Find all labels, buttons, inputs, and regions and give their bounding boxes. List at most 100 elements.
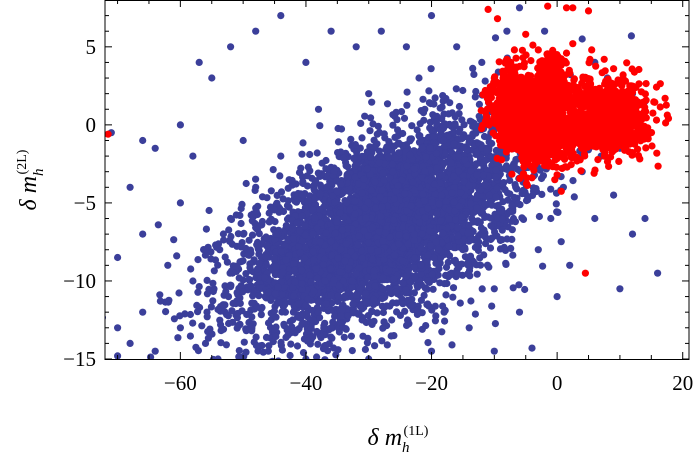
- blue-point: [509, 214, 518, 223]
- blue-point: [186, 310, 194, 319]
- blue-point: [476, 254, 484, 262]
- blue-point: [383, 143, 391, 151]
- blue-point: [487, 222, 495, 230]
- blue-point: [399, 223, 407, 231]
- blue-point: [372, 204, 380, 212]
- blue-point: [433, 164, 441, 172]
- blue-point: [257, 311, 265, 319]
- blue-point: [379, 237, 387, 245]
- blue-point: [333, 188, 341, 196]
- blue-point: [203, 313, 211, 321]
- blue-point: [458, 260, 466, 268]
- blue-point: [194, 288, 202, 296]
- blue-point: [419, 190, 427, 198]
- blue-point: [248, 313, 256, 321]
- blue-point: [379, 169, 387, 177]
- blue-point: [391, 133, 399, 141]
- blue-point: [235, 274, 243, 282]
- blue-point: [258, 193, 267, 201]
- blue-point: [424, 277, 432, 285]
- blue-point: [518, 214, 526, 222]
- blue-point: [358, 134, 366, 142]
- blue-point: [348, 283, 356, 291]
- blue-point: [415, 218, 423, 226]
- blue-point: [268, 358, 274, 359]
- blue-point: [290, 363, 297, 370]
- blue-point: [304, 163, 312, 171]
- blue-point: [278, 291, 286, 299]
- blue-point: [277, 278, 285, 286]
- blue-point: [459, 86, 467, 95]
- blue-point: [368, 307, 376, 315]
- blue-point: [318, 159, 326, 167]
- blue-point: [298, 320, 306, 329]
- blue-point: [417, 261, 425, 269]
- blue-point: [344, 312, 352, 320]
- blue-point: [242, 327, 250, 335]
- blue-point: [236, 294, 244, 302]
- blue-point: [469, 64, 477, 72]
- blue-point: [442, 291, 450, 299]
- blue-point: [338, 226, 347, 234]
- blue-point: [349, 309, 358, 317]
- blue-point: [293, 342, 302, 350]
- blue-point: [430, 254, 438, 262]
- blue-point: [494, 201, 502, 209]
- blue-point: [237, 219, 245, 228]
- blue-point: [312, 265, 320, 273]
- blue-point: [314, 340, 322, 348]
- blue-point: [460, 121, 468, 129]
- blue-point: [311, 195, 319, 203]
- blue-point: [229, 299, 237, 307]
- blue-point: [438, 328, 446, 336]
- blue-point: [378, 294, 386, 303]
- blue-point: [253, 265, 262, 273]
- blue-point: [267, 187, 275, 195]
- blue-point: [455, 128, 463, 136]
- blue-point: [367, 214, 375, 222]
- blue-point: [187, 265, 195, 273]
- blue-point: [213, 243, 221, 251]
- blue-point: [328, 251, 336, 260]
- blue-point: [301, 222, 309, 230]
- blue-point: [417, 270, 425, 278]
- blue-point: [252, 175, 260, 183]
- blue-point: [291, 278, 299, 286]
- blue-point: [288, 176, 296, 185]
- blue-point: [367, 114, 375, 122]
- blue-point: [428, 198, 436, 206]
- blue-point: [414, 306, 422, 314]
- blue-point: [401, 307, 409, 315]
- blue-point: [193, 301, 201, 309]
- blue-point: [394, 126, 402, 134]
- blue-point: [310, 256, 318, 264]
- blue-point: [535, 212, 544, 221]
- blue-point: [408, 295, 416, 303]
- blue-point: [440, 159, 448, 167]
- blue-point: [395, 139, 403, 147]
- blue-point: [257, 368, 264, 375]
- blue-point: [361, 345, 369, 354]
- blue-point: [194, 347, 202, 355]
- blue-point: [442, 198, 450, 206]
- blue-point: [374, 122, 382, 130]
- blue-point: [339, 154, 348, 162]
- blue-point: [295, 243, 303, 251]
- blue-point: [272, 332, 280, 341]
- blue-point: [309, 316, 317, 324]
- blue-point: [350, 155, 358, 163]
- blue-point: [274, 283, 282, 291]
- blue-point: [521, 285, 529, 294]
- blue-point: [337, 312, 345, 320]
- blue-point: [536, 166, 544, 174]
- blue-point: [334, 292, 342, 300]
- blue-point: [455, 167, 463, 175]
- blue-point: [334, 254, 342, 262]
- blue-point: [313, 149, 321, 157]
- blue-point: [472, 160, 480, 168]
- blue-point: [370, 295, 378, 303]
- blue-point: [430, 100, 438, 108]
- blue-point: [293, 219, 301, 227]
- blue-point: [298, 150, 306, 158]
- blue-point: [329, 192, 337, 200]
